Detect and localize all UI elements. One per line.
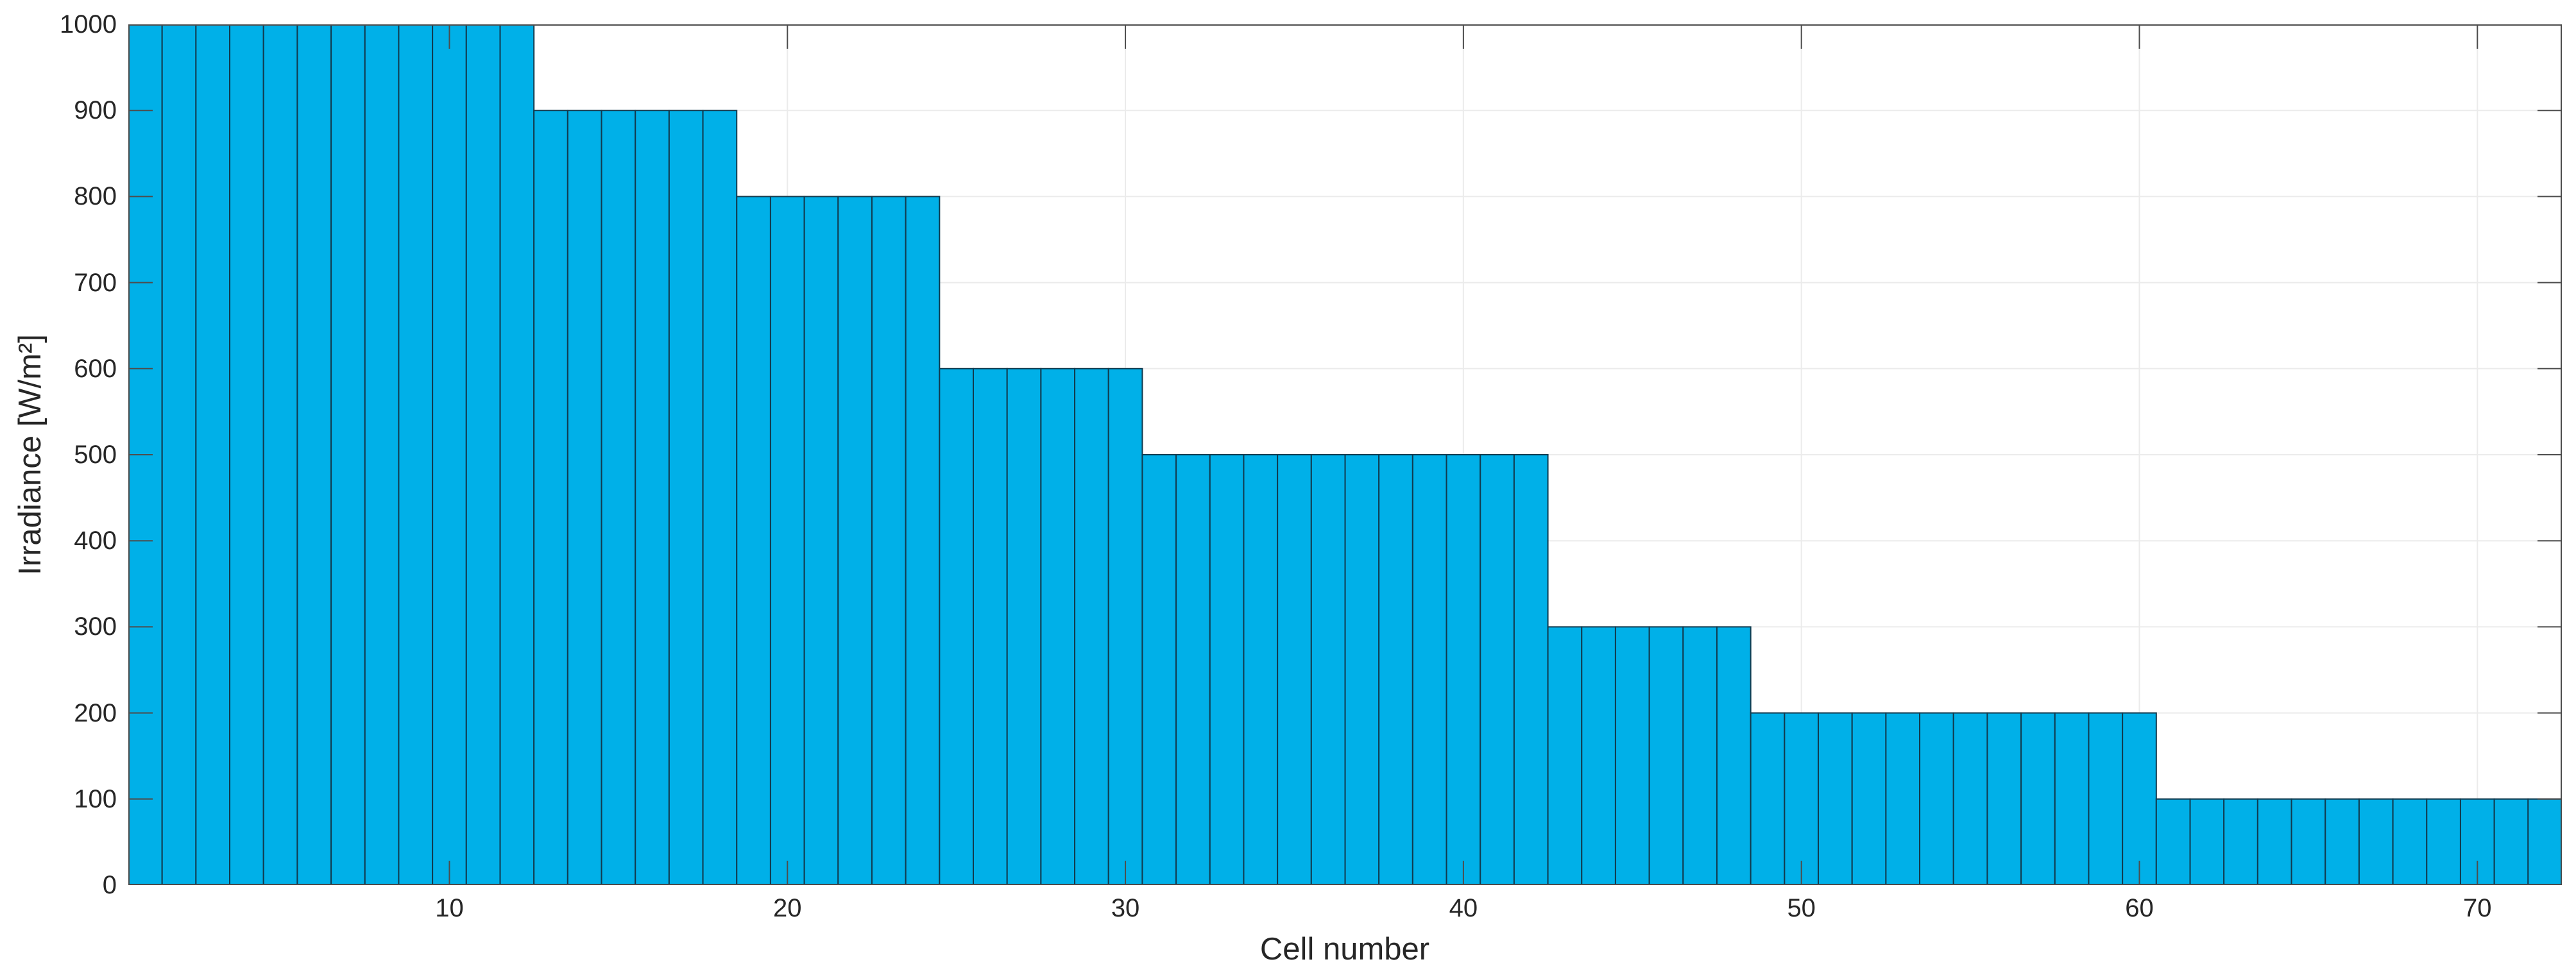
bar <box>1818 712 1853 885</box>
bar <box>1378 454 1413 885</box>
y-tick-label: 100 <box>74 784 117 813</box>
bar <box>2122 712 2157 885</box>
bar <box>1986 712 2022 885</box>
bar <box>2088 712 2124 885</box>
bar <box>2290 798 2326 885</box>
bar <box>2256 798 2292 885</box>
bar <box>668 110 704 885</box>
bar <box>1074 368 1109 885</box>
bar <box>1851 712 1887 885</box>
bar <box>533 110 568 885</box>
bar <box>1614 626 1650 885</box>
bar <box>1175 454 1211 885</box>
bar <box>2358 798 2394 885</box>
bar <box>432 24 467 885</box>
bar <box>1209 454 1245 885</box>
bar <box>1648 626 1684 885</box>
bar <box>837 196 873 885</box>
y-tick-label: 400 <box>74 527 117 555</box>
x-tick-label: 70 <box>2463 894 2492 922</box>
bar <box>1141 454 1177 885</box>
x-axis-label: Cell number <box>1259 932 1430 967</box>
x-tick-label: 10 <box>435 894 464 922</box>
bar <box>1547 626 1583 885</box>
bar <box>1277 454 1312 885</box>
bar <box>973 368 1008 885</box>
bar <box>2527 798 2562 885</box>
x-tick-label: 30 <box>1111 894 1140 922</box>
bar <box>229 24 264 885</box>
bar <box>330 24 366 885</box>
bar <box>1682 626 1718 885</box>
bar <box>398 24 434 885</box>
bar <box>1310 454 1346 885</box>
y-tick-label: 900 <box>74 96 117 125</box>
bar <box>1513 454 1549 885</box>
bar <box>2155 798 2191 885</box>
bar <box>567 110 602 885</box>
y-tick-label: 0 <box>102 871 117 899</box>
bar <box>262 24 298 885</box>
bar <box>499 24 535 885</box>
bar <box>2426 798 2461 885</box>
bar <box>1581 626 1616 885</box>
bar <box>2054 712 2090 885</box>
bar <box>905 196 941 885</box>
bar <box>2392 798 2428 885</box>
bar <box>769 196 805 885</box>
bar <box>161 24 197 885</box>
bar <box>2223 798 2258 885</box>
bar <box>1446 454 1481 885</box>
bar <box>2324 798 2360 885</box>
bar <box>702 110 738 885</box>
axes-box <box>128 24 2562 885</box>
y-tick-label: 500 <box>74 441 117 469</box>
bar <box>1040 368 1076 885</box>
bar <box>601 110 636 885</box>
y-tick-label: 600 <box>74 354 117 383</box>
bar <box>1006 368 1042 885</box>
bar <box>2020 712 2056 885</box>
x-tick-label: 60 <box>2125 894 2154 922</box>
bar <box>1716 626 1752 885</box>
bar <box>1107 368 1143 885</box>
bar <box>871 196 907 885</box>
bar <box>1480 454 1515 885</box>
bar <box>1243 454 1279 885</box>
y-tick-label: 700 <box>74 268 117 297</box>
bar <box>1412 454 1447 885</box>
y-tick-label: 200 <box>74 698 117 727</box>
plot-area <box>128 24 2562 885</box>
bar <box>364 24 400 885</box>
bar <box>2493 798 2529 885</box>
bar <box>195 24 231 885</box>
bar <box>635 110 670 885</box>
bar <box>1885 712 1921 885</box>
bar <box>1919 712 1954 885</box>
bar <box>803 196 839 885</box>
bar <box>939 368 975 885</box>
bar <box>736 196 771 885</box>
y-tick-label: 800 <box>74 182 117 211</box>
y-axis-label: Irradiance [W/m²] <box>13 334 47 575</box>
bar <box>1750 712 1786 885</box>
bar <box>1344 454 1380 885</box>
x-tick-label: 40 <box>1449 894 1478 922</box>
bar <box>1784 712 1820 885</box>
x-tick-label: 20 <box>773 894 802 922</box>
bar <box>296 24 332 885</box>
bar <box>1952 712 1988 885</box>
y-tick-label: 300 <box>74 612 117 641</box>
y-tick-label: 1000 <box>60 10 117 38</box>
x-tick-label: 50 <box>1787 894 1816 922</box>
bar <box>2189 798 2225 885</box>
bar <box>465 24 501 885</box>
